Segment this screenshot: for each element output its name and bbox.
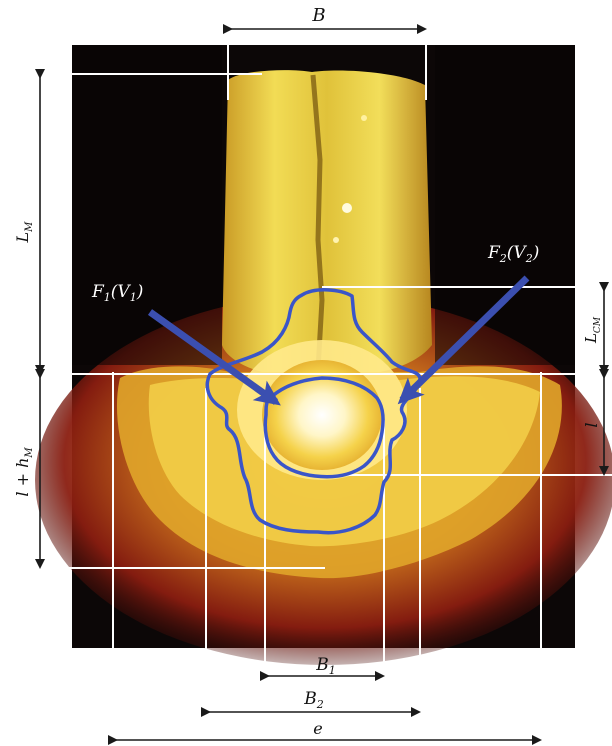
label-F2-V2: F2(V2) — [487, 243, 539, 265]
label-e: e — [313, 719, 322, 738]
f1-arrow — [147, 309, 281, 406]
label-l-h-M: l + hM — [13, 447, 35, 497]
fusion-contours — [205, 288, 422, 535]
label-L-M: LM — [13, 221, 35, 244]
label-F1-V1: F1(V1) — [91, 282, 143, 304]
outer-contour-f1 — [205, 288, 422, 535]
label-L-CM: LCM — [582, 316, 603, 344]
label-B: B — [311, 5, 325, 26]
force-arrows — [147, 275, 530, 406]
dimension-lines — [35, 24, 609, 745]
labels: B LM l + hM LCM l B1 B2 e F1(V1) F2(V2) — [13, 5, 603, 738]
f2-arrow — [397, 275, 530, 405]
label-l: l — [582, 422, 601, 427]
label-B2: B2 — [303, 689, 324, 711]
inner-contour-f2 — [263, 376, 385, 479]
guide-lines — [38, 42, 612, 746]
weld-photo — [35, 45, 612, 665]
label-B1: B1 — [315, 655, 336, 677]
